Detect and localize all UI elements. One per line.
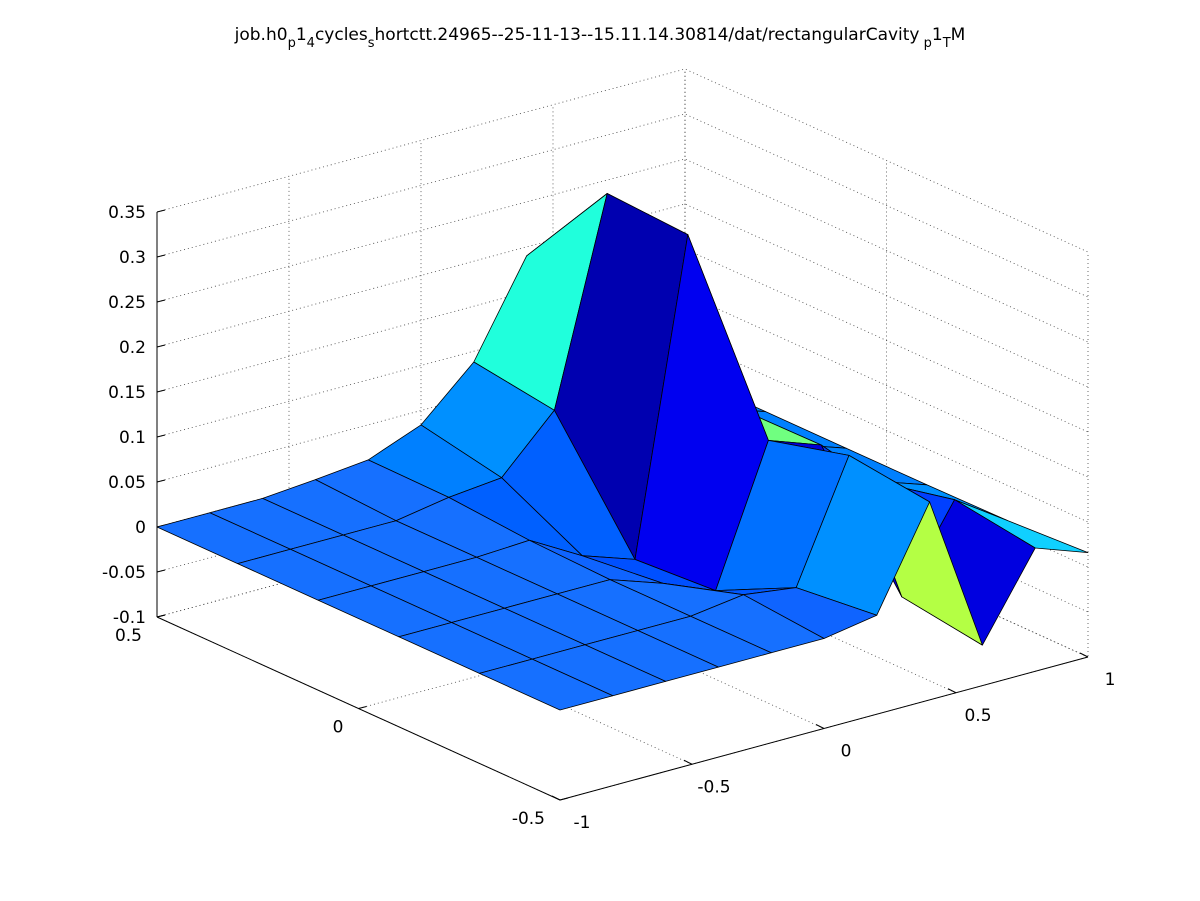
y-tick-label: 0.5 <box>115 626 142 646</box>
z-tick-label: -0.1 <box>113 608 146 628</box>
chart-title: job.h0p14cyclesshortctt.24965--25-11-13-… <box>234 25 966 51</box>
z-tick-label: 0.05 <box>108 473 146 493</box>
title-part: hortctt.24965--25-11-13--15.11.14.30814/… <box>375 25 920 45</box>
grid-line <box>288 176 693 765</box>
y-tick-label: -0.5 <box>512 809 545 829</box>
z-tick <box>156 299 166 303</box>
title-part: cycles <box>315 25 368 45</box>
title-part: 4 <box>307 36 315 51</box>
z-tick-label: 0.1 <box>119 428 146 448</box>
z-tick <box>156 479 166 483</box>
z-tick-label: 0 <box>135 518 146 538</box>
z-tick-label: 0.35 <box>108 203 146 223</box>
surface-face <box>478 658 614 711</box>
z-tick <box>156 434 166 438</box>
z-tick <box>156 209 166 213</box>
x-tick <box>551 795 561 801</box>
title-part: 1 <box>296 25 307 45</box>
x-tick-label: -0.5 <box>697 777 730 797</box>
x-tick <box>1079 652 1089 658</box>
z-tick-label: 0.3 <box>119 248 146 268</box>
x-tick <box>683 759 693 765</box>
z-tick-label: 0.2 <box>119 338 146 358</box>
y-tick <box>559 797 569 801</box>
y-tick-label: 0 <box>333 718 344 738</box>
x-tick-label: 0.5 <box>964 706 991 726</box>
z-tick <box>156 344 166 348</box>
x-tick-label: 1 <box>1105 670 1116 690</box>
z-tick <box>156 569 166 573</box>
y-tick <box>358 706 367 709</box>
x-tick-label: 0 <box>841 742 852 762</box>
grid-line <box>684 69 1089 658</box>
title-part: s <box>368 36 375 51</box>
x-tick-label: -1 <box>574 813 591 833</box>
z-tick <box>156 389 166 393</box>
title-part: p <box>920 36 932 51</box>
z-tick-label: -0.05 <box>102 563 146 583</box>
title-part: 1 <box>932 25 943 45</box>
z-tick-label: 0.25 <box>108 293 146 313</box>
x-tick <box>815 724 825 729</box>
x-tick <box>947 688 957 694</box>
y-tick <box>156 614 166 618</box>
title-part: job.h0 <box>234 25 288 45</box>
grid-line <box>420 140 825 729</box>
z-tick-label: 0.15 <box>108 383 146 403</box>
title-part: p <box>288 36 296 51</box>
title-part: M <box>951 25 966 45</box>
title-part: T <box>942 36 951 51</box>
z-tick <box>156 254 166 258</box>
